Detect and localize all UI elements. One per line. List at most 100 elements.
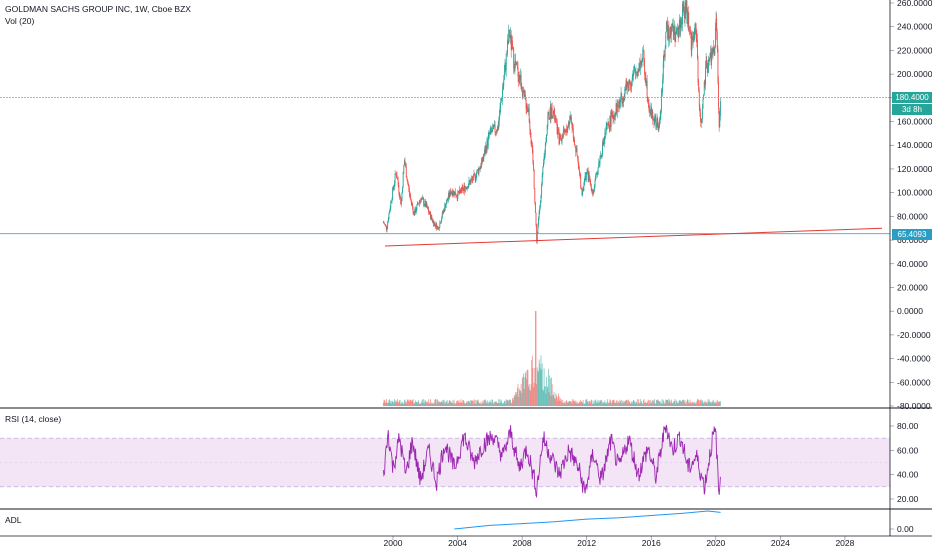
candle-body [525,99,527,109]
volume-bar [484,400,485,406]
volume-bar [678,401,680,406]
candle-body [446,200,448,205]
candle-body [441,212,443,218]
volume-indicator-label[interactable]: Vol (20) [5,16,35,26]
candle-body [399,192,400,198]
candle-body [657,124,659,130]
candle-body [616,104,618,113]
volume-bar [656,400,658,406]
candle-body [391,198,393,202]
volume-bar [423,399,425,406]
adl-indicator-label[interactable]: ADL [5,515,22,525]
candle-body [544,143,546,154]
candle-body [410,198,412,203]
candle-body [710,52,712,62]
volume-bar [717,401,719,406]
candle-body [420,199,422,202]
candle-body [488,132,490,137]
candle-body [622,102,624,104]
volume-bar [615,401,617,406]
candle-body [503,79,505,86]
candle-body [674,26,675,35]
candle-body [588,174,590,179]
volume-bar [485,400,487,406]
volume-bar [483,400,485,406]
candle-body [401,192,403,201]
candle-body [520,74,521,81]
candle-body [417,202,418,205]
volume-bar [676,401,678,406]
time-axis[interactable]: 2000 2004 2008 2012 2016 2020 2024 2028 [384,536,855,548]
volume-bar [457,402,459,406]
volume-bar [631,401,633,406]
volume-bar [680,400,682,406]
volume-bar [383,399,385,406]
volume-bar [596,400,598,406]
volume-bar [479,403,481,406]
volume-bar [441,401,443,406]
volume-bar [701,401,703,406]
volume-bar [494,401,496,406]
volume-bar [426,401,428,406]
volume-bar [657,399,659,406]
price-tick-label: -60.0000 [897,377,931,387]
price-tick-label: 100.0000 [897,188,932,198]
rsi-indicator-label[interactable]: RSI (14, close) [5,414,62,424]
candle-body [428,209,430,213]
candle-body [715,18,717,28]
volume-bar [618,402,620,406]
candle-body [467,185,469,189]
volume-bar [560,401,562,406]
candle-body [521,90,523,98]
candle-body [527,108,529,112]
candle-body [495,131,497,133]
volume-bar [497,403,499,406]
symbol-title[interactable]: GOLDMAN SACHS GROUP INC, 1W, Cboe BZX [5,4,191,14]
volume-bar [574,400,575,406]
candle-body [506,53,508,55]
candle-body [628,83,629,91]
volume-bar [454,403,456,406]
volume-bar [605,403,607,406]
volume-bar [611,402,613,406]
volume-bar [524,377,526,406]
volume-bar [707,399,709,406]
drawing-lines[interactable] [0,96,890,247]
candle-body [405,165,407,167]
volume-bar [390,403,392,406]
volume-bar [557,393,559,406]
volume-bar [624,400,626,406]
candle-body [580,188,582,190]
candle-body [405,166,407,178]
candle-body [597,172,598,175]
candle-body [549,106,551,119]
volume-bar [587,400,589,406]
candle-body [695,27,697,35]
candle-body [637,69,639,74]
volume-bar [407,399,409,406]
rsi-tick-label: 40.00 [897,470,919,480]
candle-body [641,61,643,65]
volume-bar [395,402,397,406]
candle-body [718,81,719,109]
candle-body [448,193,450,197]
candle-body [467,186,469,189]
candle-body [573,137,575,140]
volume-bar [475,403,477,406]
rsi-line [382,424,721,499]
candle-body [697,59,699,83]
volume-bar [500,402,502,406]
candle-body [446,200,448,201]
volume-bar [437,400,439,406]
price-tick-label: -20.0000 [897,330,931,340]
volume-bar [549,378,551,406]
volume-bar [695,403,697,406]
candle-body [438,227,440,230]
volume-bar [691,402,693,406]
price-axis[interactable]: 260.0000240.0000220.0000200.0000180.0000… [890,0,932,411]
volume-bar [632,401,634,406]
volume-bar [446,401,448,406]
volume-bar [387,402,389,406]
